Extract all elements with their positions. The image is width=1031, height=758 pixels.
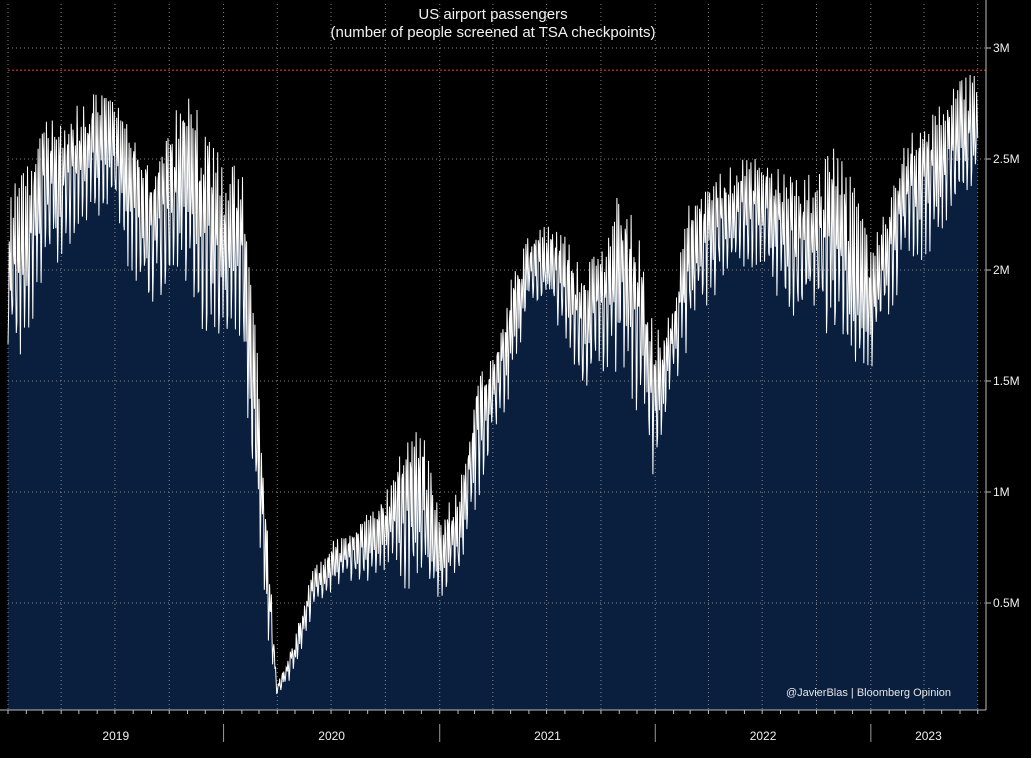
x-tick-label: 2019: [102, 729, 129, 743]
y-tick-label: 0.5M: [993, 596, 1020, 610]
y-tick-label: 2.5M: [993, 152, 1020, 166]
y-tick-label: 1.5M: [993, 374, 1020, 388]
x-tick-label: 2023: [915, 729, 942, 743]
y-tick-label: 2M: [993, 263, 1010, 277]
y-tick-label: 1M: [993, 485, 1010, 499]
axes: 0.5M 1M 1.5M 2M 2.5M 3M 2019 2020 2021 2022 2023: [0, 0, 1020, 743]
x-tick-label: 2021: [534, 729, 561, 743]
credit-label: @JavierBlas | Bloomberg Opinion: [785, 687, 951, 699]
x-tick-label: 2020: [318, 729, 345, 743]
chart-title: US airport passengers: [418, 6, 568, 23]
y-tick-label: 3M: [993, 41, 1010, 55]
x-tick-label: 2022: [750, 729, 777, 743]
series-line: [7, 74, 979, 695]
series-line-layer: [7, 74, 979, 695]
